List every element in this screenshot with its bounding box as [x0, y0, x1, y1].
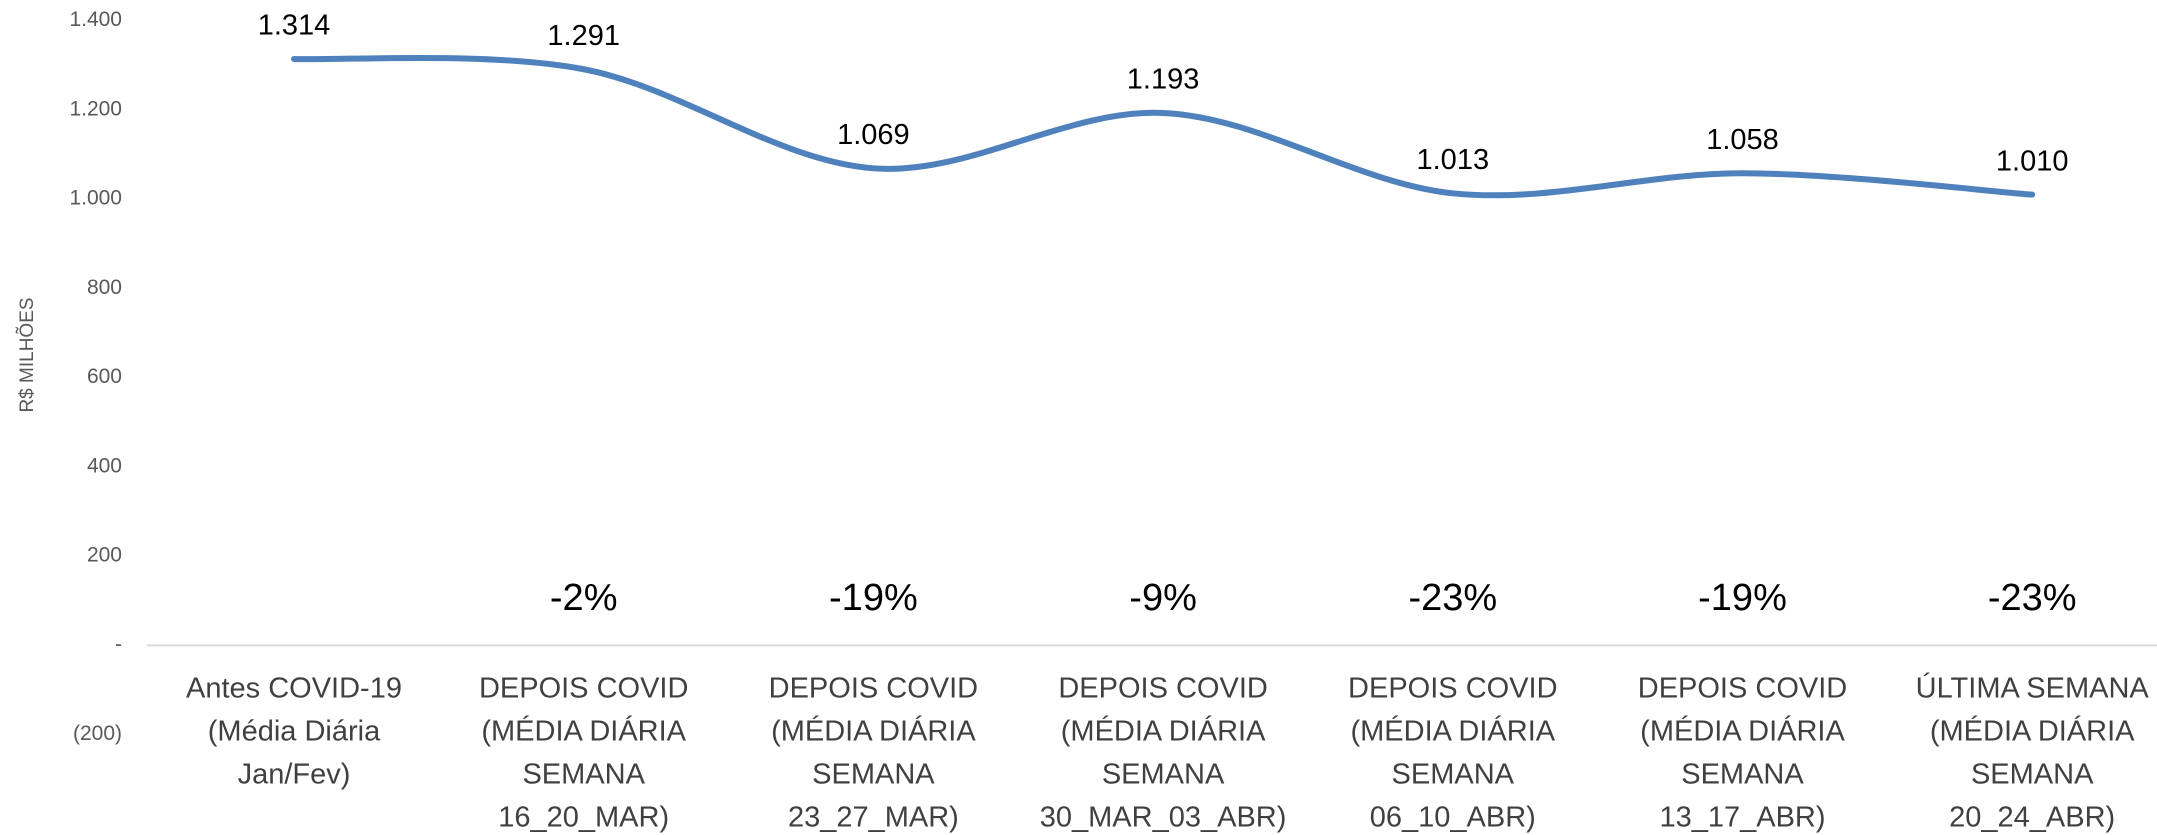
x-tick-label: 30_MAR_03_ABR): [1040, 802, 1287, 834]
x-tick-label: ÚLTIMA SEMANA: [1916, 672, 2150, 705]
annotation: -19%: [1698, 577, 1787, 619]
annotation: -23%: [1408, 577, 1497, 619]
y-tick-label: 1.200: [69, 97, 122, 120]
x-tick-label: Antes COVID-19: [186, 673, 402, 705]
annotation: -23%: [1988, 577, 2077, 619]
y-tick-label: 1.400: [69, 8, 122, 31]
x-tick-label: (MÉDIA DIÁRIA: [771, 715, 976, 748]
x-tick-label: DEPOIS COVID: [1638, 673, 1848, 705]
x-tick-label: SEMANA: [1392, 759, 1515, 791]
data-label: 1.193: [1127, 64, 1200, 96]
y-tick-label: 200: [87, 544, 122, 567]
x-tick-label: 23_27_MAR): [788, 802, 959, 834]
x-tick-label: SEMANA: [812, 759, 935, 791]
y-tick-label: 400: [87, 454, 122, 477]
y-tick-label: 1.000: [69, 187, 122, 210]
x-tick-label: 20_24_ABR): [1949, 802, 2115, 834]
x-tick-label: DEPOIS COVID: [479, 673, 689, 705]
x-tick-label: SEMANA: [522, 759, 645, 791]
y-tick-label: (200): [73, 722, 122, 745]
y-tick-label: 600: [87, 365, 122, 388]
data-label: 1.013: [1417, 144, 1490, 176]
annotation: -19%: [829, 577, 918, 619]
x-tick-label: SEMANA: [1102, 759, 1225, 791]
x-tick-label: SEMANA: [1971, 759, 2094, 791]
y-tick-label: -: [115, 633, 122, 656]
y-axis-label: R$ MILHÕES: [16, 297, 38, 412]
x-tick-label: 13_17_ABR): [1659, 802, 1825, 834]
x-tick-label: (MÉDIA DIÁRIA: [1350, 715, 1555, 748]
x-tick-label: Jan/Fev): [238, 759, 351, 791]
x-tick-label: DEPOIS COVID: [1348, 673, 1558, 705]
data-label: 1.010: [1996, 145, 2069, 177]
x-tick-label: 06_10_ABR): [1370, 802, 1536, 834]
data-label: 1.069: [837, 119, 910, 151]
line-series: [291, 54, 2036, 199]
annotation: -9%: [1129, 577, 1197, 619]
data-label: 1.058: [1706, 124, 1779, 156]
annotation: -2%: [550, 577, 618, 619]
x-tick-label: (Média Diária: [208, 716, 381, 748]
x-tick-label: (MÉDIA DIÁRIA: [1640, 715, 1845, 748]
x-tick-label: DEPOIS COVID: [1058, 673, 1268, 705]
x-tick-label: SEMANA: [1681, 759, 1804, 791]
x-tick-label: (MÉDIA DIÁRIA: [1930, 715, 2135, 748]
x-tick-label: 16_20_MAR): [498, 802, 669, 834]
x-tick-label: DEPOIS COVID: [769, 673, 979, 705]
x-tick-label: (MÉDIA DIÁRIA: [1061, 715, 1266, 748]
x-tick-label: (MÉDIA DIÁRIA: [481, 715, 686, 748]
data-label: 1.314: [258, 10, 331, 42]
y-tick-label: 800: [87, 276, 122, 299]
data-label: 1.291: [547, 20, 620, 52]
